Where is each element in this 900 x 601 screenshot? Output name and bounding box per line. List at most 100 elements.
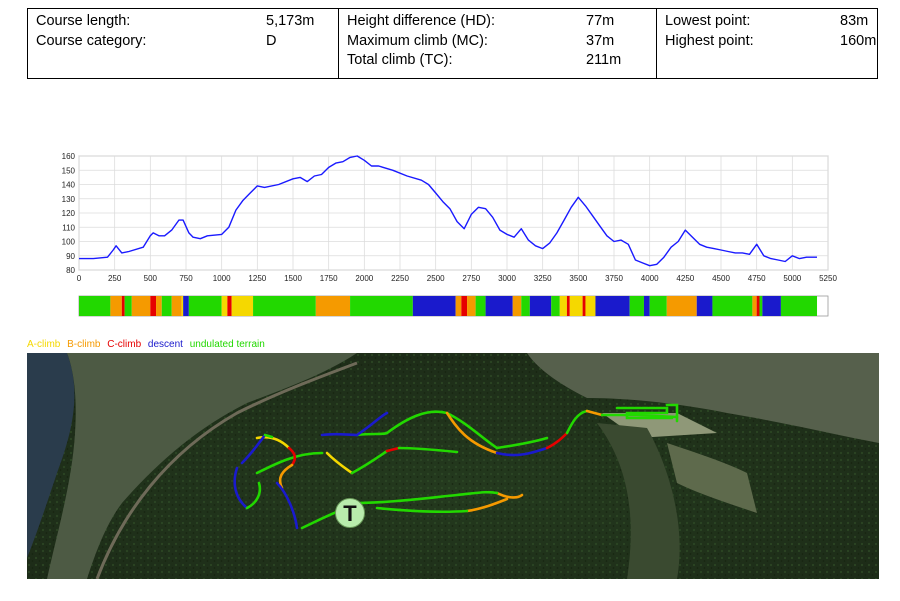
terrain-segment: [150, 296, 157, 316]
ski-slope-east: [597, 423, 680, 579]
terrain-segment: [475, 296, 486, 316]
town-area-northeast: [527, 353, 879, 443]
x-tick-label: 2000: [355, 274, 373, 283]
x-tick-label: 4250: [676, 274, 694, 283]
course-segment: [355, 411, 389, 437]
terrain-segment: [350, 296, 413, 316]
terrain-segment: [131, 296, 151, 316]
x-tick-label: 3250: [534, 274, 552, 283]
y-tick-label: 100: [62, 238, 76, 247]
course-map[interactable]: T: [27, 353, 879, 579]
terrain-segment: [551, 296, 560, 316]
x-tick-label: 1500: [284, 274, 302, 283]
x-tick-label: 1000: [213, 274, 231, 283]
stats-column-climb: Height difference (HD): 77m Maximum clim…: [339, 9, 657, 78]
legend-c-climb: C-climb: [107, 339, 142, 350]
course-segment: [600, 413, 679, 419]
course-segment: [355, 490, 499, 505]
terrain-segment: [485, 296, 513, 316]
terrain-segment: [455, 296, 462, 316]
y-tick-label: 130: [62, 195, 76, 204]
course-length-row: Course length: 5,173m: [36, 13, 314, 29]
x-tick-label: 2750: [462, 274, 480, 283]
x-tick-label: 5250: [819, 274, 837, 283]
course-segment: [615, 406, 674, 420]
stats-column-points: Lowest point: 83m Highest point: 160m: [657, 9, 877, 78]
terrain-segment: [666, 296, 697, 316]
terrain-segment: [461, 296, 468, 316]
lowest-point-label: Lowest point:: [665, 13, 751, 29]
terrain-segment: [181, 296, 184, 316]
terrain-segment: [762, 296, 781, 316]
elevation-line: [79, 155, 817, 267]
lowest-point-value: 83m: [840, 13, 869, 29]
course-segment: [320, 432, 359, 437]
y-tick-label: 90: [66, 252, 75, 261]
terrain-segment: [696, 296, 713, 316]
terrain-segment: [183, 296, 189, 316]
total-climb-value: 211m: [586, 52, 622, 68]
course-segment: [445, 411, 499, 455]
legend-undulated-terrain: undulated terrain: [189, 339, 265, 350]
terrain-segment: [161, 296, 172, 316]
terrain-segment: [79, 296, 111, 316]
terrain-segment: [156, 296, 162, 316]
course-segment: [325, 451, 354, 475]
course-segment: [355, 431, 389, 437]
maximum-climb-label: Maximum climb (MC):: [347, 33, 488, 49]
course-length-value: 5,173m: [266, 13, 315, 29]
terrain-segment: [712, 296, 753, 316]
terrain-segment: [253, 296, 316, 316]
terrain-segment: [759, 296, 763, 316]
terrain-legend: A-climb B-climb C-climb descent undulate…: [27, 339, 269, 350]
course-segment: [665, 403, 679, 423]
course-category-label: Course category:: [36, 33, 147, 49]
terrain-segment: [585, 296, 596, 316]
terrain-segment: [582, 296, 586, 316]
elevation-profile-chart: 0 250 500 750 1000 1250 1500 1750 2000 2250 2500 27…: [62, 152, 837, 317]
course-segment: [495, 446, 549, 457]
course-segment: [255, 451, 324, 475]
highest-point-label: Highest point:: [665, 33, 754, 49]
terrain-segment: [221, 296, 228, 316]
terrain-segment: [566, 296, 570, 316]
terrain-segment: [629, 296, 644, 316]
terrain-segment: [121, 296, 125, 316]
terrain-segment: [756, 296, 760, 316]
x-tick-label: 4500: [712, 274, 730, 283]
stats-column-length: Course length: 5,173m Course category: D: [28, 9, 339, 78]
x-tick-label: 4750: [748, 274, 766, 283]
x-tick-label: 5000: [783, 274, 801, 283]
x-tick-label: 4000: [641, 274, 659, 283]
course-segment: [233, 466, 249, 510]
legend-b-climb: B-climb: [67, 339, 101, 350]
legend-descent: descent: [147, 339, 183, 350]
y-tick-label: 110: [62, 223, 75, 232]
town-area-northwest: [47, 353, 357, 579]
course-segment: [495, 491, 524, 499]
terrain-segment: [569, 296, 583, 316]
lowest-point-row: Lowest point: 83m: [665, 13, 868, 29]
terrain-segment: [110, 296, 122, 316]
terrain-segment: [171, 296, 182, 316]
forest-edge-road: [95, 361, 358, 579]
terrain-segment: [227, 296, 232, 316]
terrain-segment: [124, 296, 132, 316]
course-segment: [240, 433, 267, 465]
course-segment: [397, 446, 459, 454]
start-marker-icon[interactable]: T: [335, 498, 365, 528]
course-segment: [287, 446, 297, 467]
terrain-segment: [643, 296, 650, 316]
x-tick-label: 750: [179, 274, 193, 283]
x-tick-label: 250: [108, 274, 122, 283]
course-segment: [375, 506, 469, 514]
terrain-segment: [780, 296, 818, 316]
course-category-row: Course category: D: [36, 33, 276, 49]
total-climb-row: Total climb (TC): 211m: [347, 52, 621, 68]
course-segment: [385, 446, 401, 453]
maximum-climb-value: 37m: [586, 33, 615, 49]
course-stats-table: Course length: 5,173m Course category: D…: [27, 8, 878, 79]
terrain-segment: [752, 296, 757, 316]
course-segment: [565, 409, 589, 435]
x-tick-label: 3000: [498, 274, 516, 283]
